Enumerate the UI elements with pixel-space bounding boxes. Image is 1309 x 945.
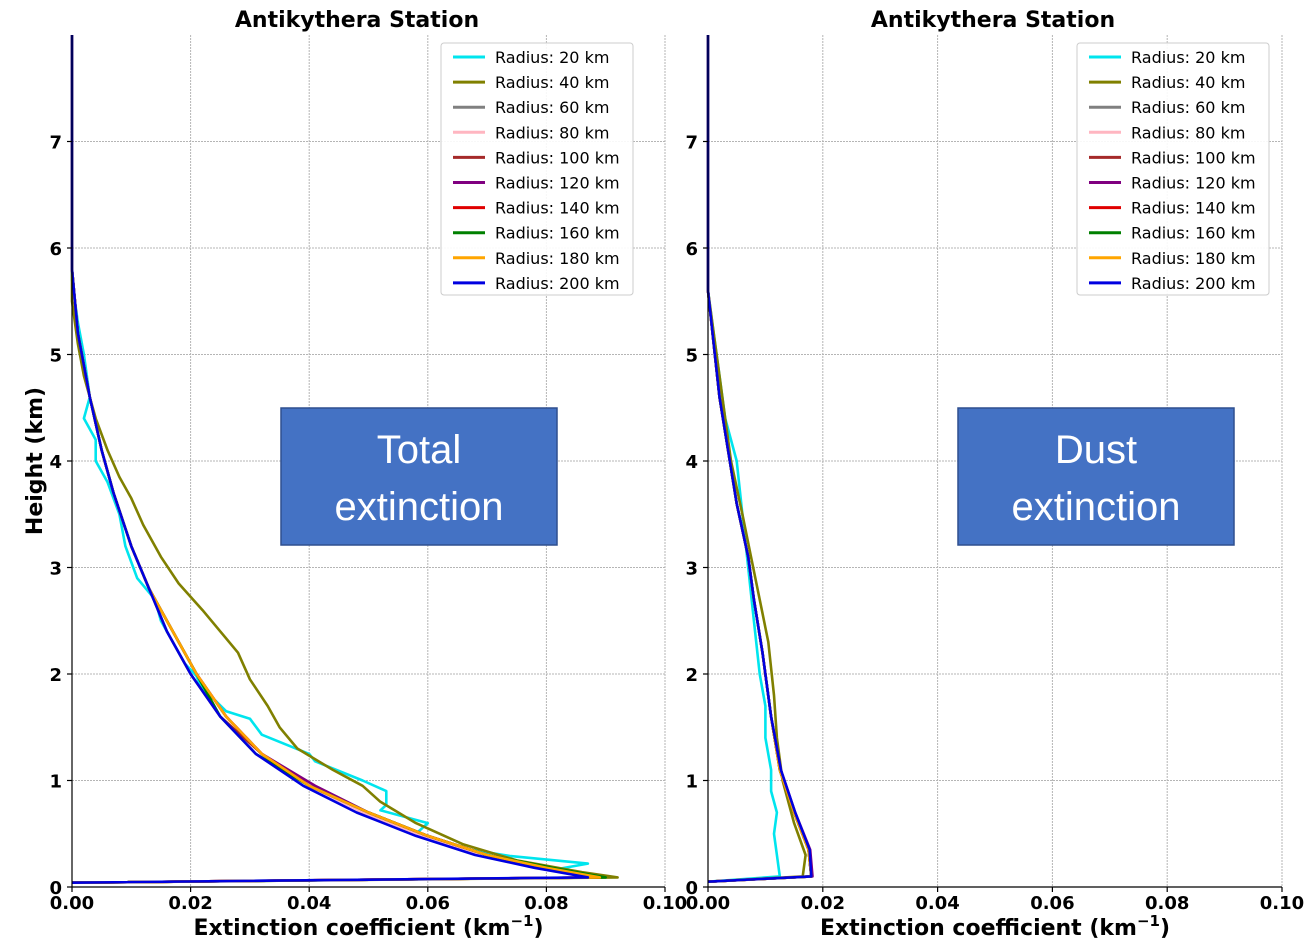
legend-label: Radius: 140 km [1131,199,1256,218]
annotation-rect [957,407,1235,546]
legend-label: Radius: 160 km [495,224,620,243]
y-tick-label: 3 [685,559,698,580]
chart-title: Antikythera Station [871,8,1115,33]
annotation-box: Total extinction [280,407,558,546]
y-tick-label: 5 [685,346,698,367]
x-axis-label: Extinction coefficient (km−1) [193,912,543,941]
x-tick-label: 0.10 [1260,893,1304,914]
y-tick-label: 0 [685,878,698,899]
series-line-8 [706,35,813,883]
legend-label: Radius: 40 km [1131,73,1245,92]
x-axis-label-close: ) [534,916,544,941]
x-axis-label-sup: −1 [510,912,533,930]
x-axis-label: Extinction coefficient (km−1) [820,912,1170,941]
y-tick-label: 2 [49,665,62,686]
x-tick-label: 0.00 [50,893,94,914]
x-tick-label: 0.08 [1145,893,1189,914]
series-line-7 [706,35,813,883]
series-line-5 [706,35,813,883]
annotation-rect [280,407,558,546]
legend-label: Radius: 200 km [1131,274,1256,293]
x-tick-label: 0.02 [801,893,845,914]
legend-label: Radius: 40 km [495,73,609,92]
series-line-1 [706,35,782,883]
annotation-text: extinction [1012,485,1181,529]
y-tick-label: 1 [685,772,698,793]
legend: Radius: 20 km Radius: 40 km Radius: 60 km R… [1076,42,1270,296]
legend: Radius: 20 km Radius: 40 km Radius: 60 km R… [440,42,634,296]
y-tick-label: 2 [685,665,698,686]
x-tick-label: 0.08 [524,893,568,914]
chart-panel-1: 0.00 0.02 0.04 0.06 0.08 0.10 0 1 2 3 4 5 6 7 Antikyth… [23,8,687,941]
legend-label: Radius: 140 km [495,199,620,218]
x-tick-label: 0.06 [406,893,450,914]
series-line-10 [70,35,590,884]
x-tick-label: 0.04 [287,893,331,914]
x-axis-label-main: Extinction coefficient (km [820,916,1137,941]
y-tick-label: 0 [49,878,62,899]
x-tick-label: 0.00 [686,893,730,914]
series-line-3 [706,35,813,883]
legend-label: Radius: 20 km [1131,48,1245,67]
x-tick-label: 0.04 [915,893,959,914]
annotation-text: extinction [335,485,504,529]
y-tick-label: 6 [685,239,698,260]
legend-label: Radius: 160 km [1131,224,1256,243]
legend-label: Radius: 200 km [495,274,620,293]
series-line-4 [706,35,813,883]
y-tick-label: 3 [49,559,62,580]
y-tick-label: 4 [685,452,698,473]
series-line-10 [706,35,813,883]
legend-label: Radius: 60 km [1131,98,1245,117]
y-tick-label: 6 [49,239,62,260]
legend-label: Radius: 100 km [495,148,620,167]
series-line-6 [706,35,814,883]
y-tick-label: 5 [49,346,62,367]
x-tick-label: 0.10 [643,893,687,914]
x-axis-label-main: Extinction coefficient (km [193,916,510,941]
y-axis-label: Height (km) [23,387,48,535]
y-tick-label: 7 [49,133,62,154]
series-line-9 [706,35,813,883]
annotation-box: Dust extinction [957,407,1235,546]
legend-box [440,42,634,296]
x-tick-label: 0.06 [1030,893,1074,914]
series-line-2 [706,35,807,883]
x-tick-label: 0.02 [168,893,212,914]
legend-label: Radius: 60 km [495,98,609,117]
legend-label: Radius: 120 km [495,174,620,193]
legend-label: Radius: 80 km [1131,123,1245,142]
annotation-text: Dust [1055,428,1137,472]
legend-label: Radius: 180 km [1131,249,1256,268]
legend-label: Radius: 120 km [1131,174,1256,193]
series-line-2 [70,35,619,884]
legend-label: Radius: 100 km [1131,148,1256,167]
legend-label: Radius: 80 km [495,123,609,142]
chart-panel-2: 0.00 0.02 0.04 0.06 0.08 0.10 0 1 2 3 4 5 6 7 Antikyth… [685,8,1304,941]
legend-box [1076,42,1270,296]
x-axis-label-sup: −1 [1137,912,1160,930]
y-tick-label: 4 [49,452,62,473]
legend-label: Radius: 20 km [495,48,609,67]
y-tick-label: 7 [685,133,698,154]
chart-title: Antikythera Station [235,8,479,33]
legend-label: Radius: 180 km [495,249,620,268]
x-axis-label-close: ) [1160,916,1170,941]
y-tick-label: 1 [49,772,62,793]
annotation-text: Total [377,428,462,472]
